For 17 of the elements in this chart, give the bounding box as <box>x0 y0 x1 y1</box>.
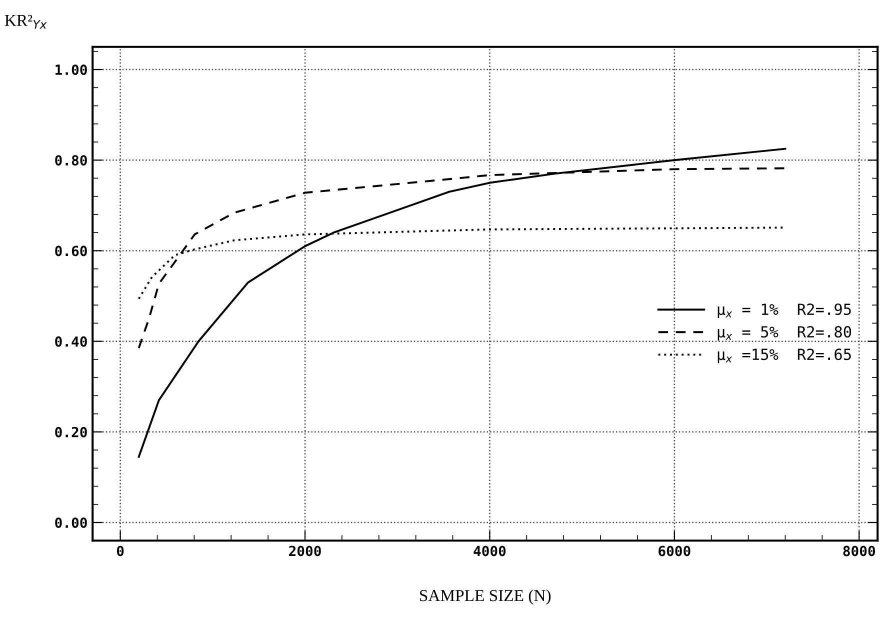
legend-label: μ$_{x}$ =15% R2=.65 <box>718 348 851 364</box>
x-tick-label: 8000 <box>843 546 876 556</box>
y-tick-label: 0.20 <box>55 426 87 438</box>
x-tick-label: 4000 <box>474 546 506 556</box>
x-tick-label: 0 <box>116 546 124 556</box>
y-tick-label: 0.40 <box>55 336 87 347</box>
y-tick-label: 0.80 <box>55 155 87 166</box>
x-tick-label: 6000 <box>658 546 690 556</box>
legend-label: μ$_{x}$ = 5% R2=.80 <box>718 326 852 341</box>
x-axis-title: SAMPLE SIZE (N) <box>420 589 551 605</box>
y-tick-label: 0.60 <box>55 246 87 256</box>
x-tick-label: 2000 <box>289 546 321 556</box>
y-tick-label: 0.00 <box>55 517 87 528</box>
line-series <box>138 148 786 458</box>
y-axis-title: KR²$_{Yx}$ <box>4 14 47 29</box>
y-tick-label: 1.00 <box>56 64 87 75</box>
legend-label: μ$_{x}$ = 1% R2=.95 <box>718 303 851 318</box>
